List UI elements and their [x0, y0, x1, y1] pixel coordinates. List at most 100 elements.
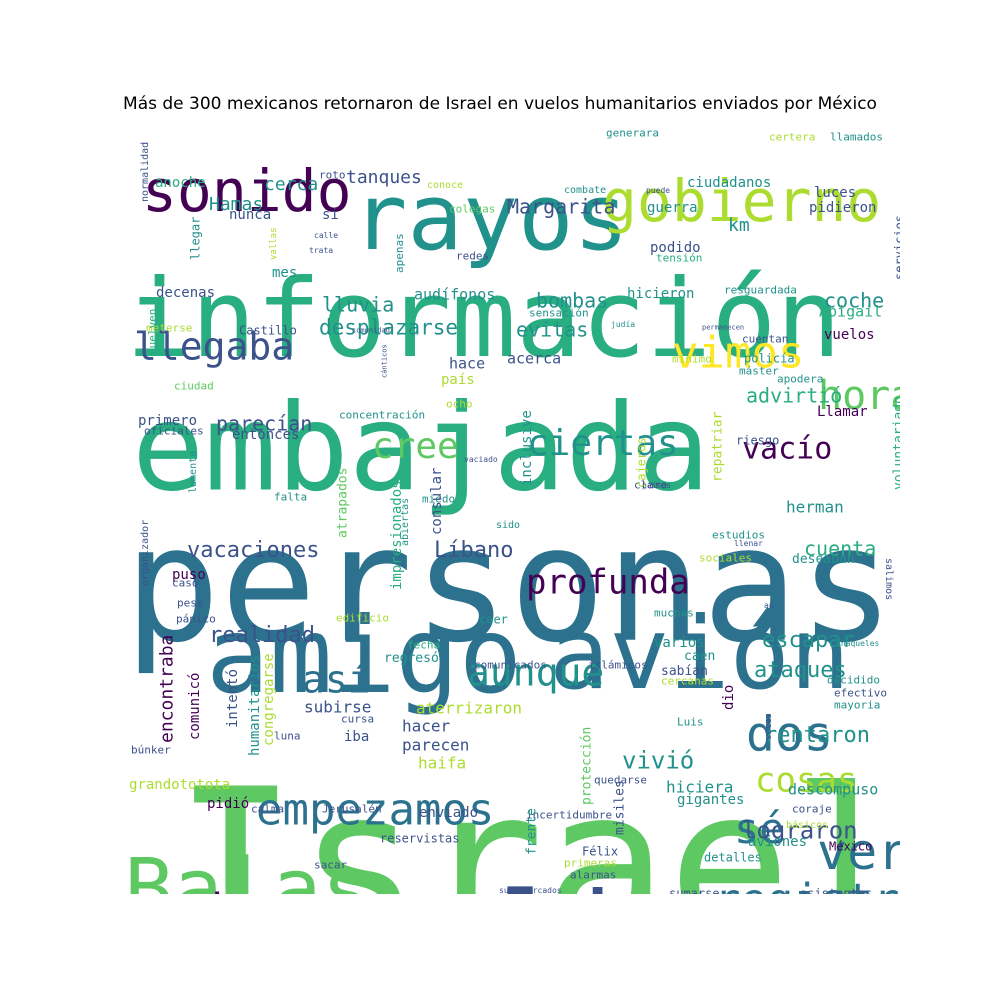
- word-33: vacaciones: [187, 538, 319, 563]
- word-125: llamados: [830, 131, 883, 144]
- word-91: mayoria: [834, 699, 880, 712]
- word-158: inclusive: [519, 410, 535, 486]
- word-92: anaqueles: [836, 639, 880, 648]
- word-68: Jerusalén: [322, 803, 382, 816]
- word-187: veces: [764, 713, 774, 740]
- word-179: intentó: [225, 669, 241, 728]
- word-36: desplazarse: [319, 315, 458, 339]
- word-111: acerca: [507, 350, 561, 368]
- word-160: impresionados: [389, 480, 405, 590]
- word-120: resguardada: [724, 284, 797, 297]
- word-42: parecían: [216, 412, 312, 436]
- word-46: cerca: [264, 174, 318, 195]
- word-6: salir: [369, 870, 694, 894]
- word-168: lamenta: [188, 451, 199, 493]
- word-175: edificio: [336, 612, 389, 625]
- word-25: cosas: [755, 761, 857, 801]
- word-119: Llamar: [817, 404, 868, 420]
- word-103: riesgo: [736, 433, 779, 447]
- word-104: entonces: [232, 427, 299, 443]
- word-93: salimos: [883, 558, 894, 600]
- chart-title: Más de 300 mexicanos retornaron de Israe…: [123, 94, 877, 114]
- word-147: normalidad: [140, 142, 151, 202]
- word-178: humanitarios: [247, 655, 263, 756]
- word-69: calma: [251, 803, 284, 816]
- word-41: advirtió: [746, 384, 842, 408]
- word-13: registro: [714, 874, 900, 894]
- word-3: información: [126, 257, 841, 382]
- word-151: ciudad: [174, 380, 214, 393]
- word-172: caso: [172, 577, 199, 590]
- word-60: gigantes: [677, 792, 744, 808]
- word-155: judía: [611, 320, 635, 329]
- word-11: empezamos: [256, 784, 494, 835]
- word-52: subirse: [304, 697, 371, 716]
- word-17: vimos: [672, 327, 804, 378]
- word-123: luces: [814, 185, 856, 201]
- word-85: sabían: [661, 664, 708, 679]
- word-70: coraje: [792, 803, 832, 816]
- word-75: alarmas: [570, 869, 616, 882]
- word-31: ataques: [754, 658, 847, 683]
- word-97: llenar: [734, 539, 763, 548]
- word-142: calle: [314, 231, 338, 240]
- word-1: personas: [124, 491, 895, 678]
- word-149: Castillo: [239, 323, 297, 337]
- word-100: miedo: [422, 493, 455, 506]
- word-72: quedarse: [594, 774, 647, 787]
- word-18: hora: [818, 373, 900, 419]
- word-35: realidad: [209, 623, 315, 648]
- word-29: vivió: [622, 747, 694, 775]
- word-117: vuelos: [824, 327, 875, 343]
- word-43: Margarita: [507, 195, 615, 219]
- word-89: decidido: [827, 674, 880, 687]
- word-114: máster: [739, 365, 779, 378]
- word-145: mes: [272, 265, 297, 281]
- word-133: colegas: [449, 203, 495, 216]
- word-94: deseaban: [792, 552, 855, 567]
- word-87: muchas: [654, 607, 694, 620]
- word-166: voluntariado: [891, 396, 900, 490]
- word-56: grandototota: [129, 777, 230, 793]
- word-14: dos: [746, 706, 833, 762]
- word-106: oficiales: [144, 425, 204, 438]
- word-169: organizador: [140, 520, 151, 586]
- word-150: vuelven: [146, 309, 159, 355]
- word-38: bombas: [536, 289, 608, 313]
- word-134: conoce: [427, 180, 463, 191]
- word-2: embajada: [132, 380, 710, 519]
- word-146: decenas: [156, 285, 215, 301]
- word-64: sumarse: [669, 886, 720, 894]
- word-39: evitas: [516, 318, 588, 342]
- word-45: Hamas: [209, 194, 263, 215]
- word-140: nunca: [229, 207, 271, 223]
- word-65: asistentes: [800, 886, 872, 894]
- word-159: consular: [429, 468, 445, 535]
- word-144: vallas: [269, 227, 279, 260]
- word-19: llegaba: [134, 325, 294, 369]
- word-71: básicos: [786, 819, 828, 831]
- word-54: parecen: [402, 735, 469, 754]
- word-137: apenas: [393, 233, 406, 273]
- word-0: Israel: [174, 746, 900, 894]
- word-116: cuentan: [742, 333, 788, 346]
- wordcloud: Israel personas embajada información amigo av…: [124, 120, 900, 894]
- word-124: ciudadanos: [687, 175, 771, 191]
- word-28: rentaron: [764, 723, 870, 748]
- word-122: pidieron: [809, 200, 876, 216]
- word-4: amigo: [206, 595, 522, 717]
- word-161: atrapados: [335, 468, 350, 538]
- word-79: islámicos: [588, 659, 648, 672]
- word-181: luna: [274, 730, 301, 743]
- word-162: repatriar: [710, 411, 725, 482]
- word-78: comunicados: [474, 659, 547, 672]
- word-141: llegar: [189, 217, 203, 260]
- word-34: Líbano: [434, 538, 513, 563]
- word-12: mexicanos: [124, 884, 362, 894]
- word-5: avión: [549, 595, 850, 712]
- word-170: encontraba: [156, 635, 177, 743]
- word-96: estudios: [712, 529, 765, 542]
- word-67: incertidumbre: [526, 809, 612, 822]
- word-180: cursa: [341, 713, 374, 726]
